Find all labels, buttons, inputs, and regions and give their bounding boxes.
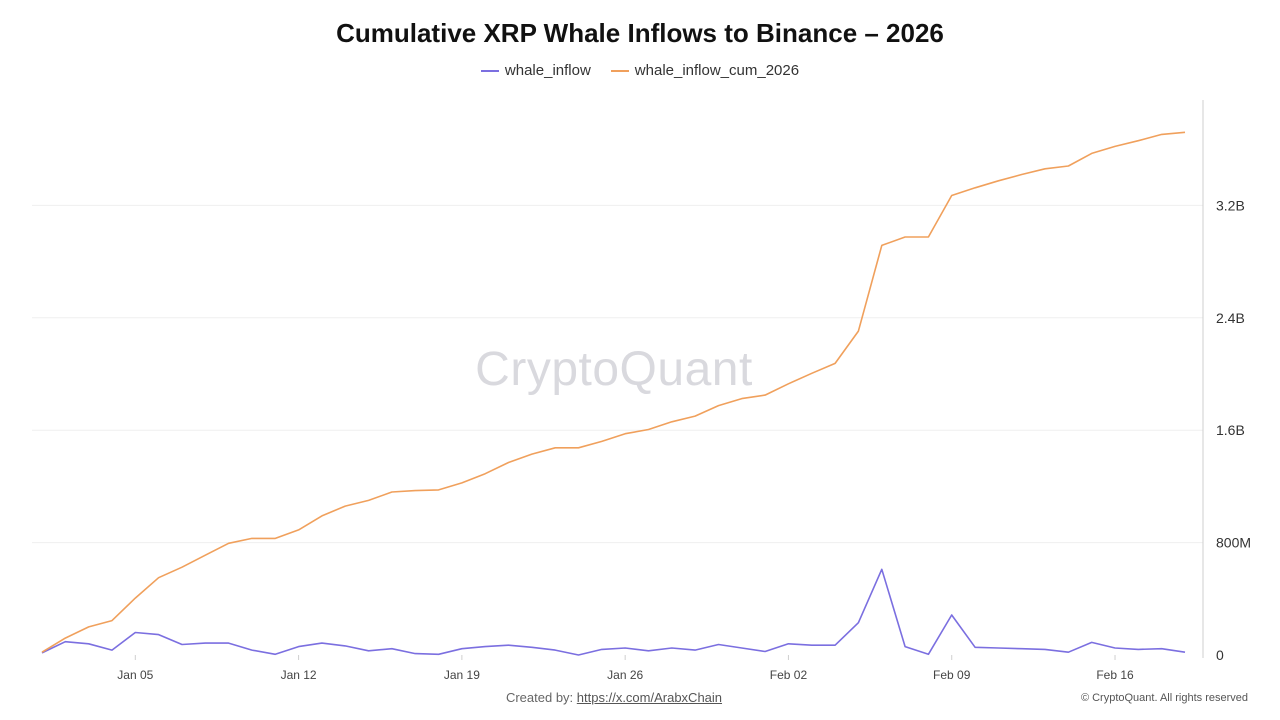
legend-item-whale-inflow-cum[interactable]: whale_inflow_cum_2026	[610, 62, 800, 79]
legend-label-whale-inflow-cum: whale_inflow_cum_2026	[634, 62, 800, 79]
x-tick-label: Feb 16	[1096, 668, 1134, 682]
series-lines	[41, 131, 1186, 656]
series-line-whale-inflow[interactable]	[41, 568, 1186, 656]
x-tick-label: Feb 09	[933, 668, 971, 682]
y-tick-label: 3.2B	[1216, 197, 1245, 213]
created-by-label: Created by:	[505, 690, 574, 705]
legend-swatch-whale-inflow	[480, 69, 499, 72]
chart-title: Cumulative XRP Whale Inflows to Binance …	[336, 18, 944, 48]
y-tick-label: 1.6B	[1216, 422, 1245, 438]
chart-legend: whale_inflow whale_inflow_cum_2026	[0, 62, 1280, 79]
x-axis-ticks: Jan 05 Jan 12 Jan 19 Jan 26 Feb 02 Feb 09 Feb …	[117, 655, 1134, 682]
watermark-logo: CryptoQuant	[475, 343, 753, 396]
x-tick-label: Jan 12	[281, 668, 317, 682]
grid-lines	[32, 204, 1203, 544]
x-tick-label: Feb 02	[770, 668, 808, 682]
created-by-link[interactable]: https://x.com/ArabxChain	[576, 690, 723, 705]
legend-label-whale-inflow: whale_inflow	[504, 62, 591, 79]
copyright-notice: © CryptoQuant. All rights reserved	[1080, 692, 1248, 704]
y-tick-label: 2.4B	[1216, 310, 1245, 326]
x-tick-label: Jan 26	[607, 668, 643, 682]
y-axis-ticks: 0 800M 1.6B 2.4B 3.2B	[1216, 197, 1251, 663]
series-line-whale-inflow-cum-2026[interactable]	[41, 131, 1186, 653]
x-tick-label: Jan 05	[117, 668, 153, 682]
y-tick-label: 800M	[1216, 535, 1251, 551]
y-tick-label: 0	[1216, 647, 1224, 663]
footer-created-by: Created by: https://x.com/ArabxChain	[0, 690, 1228, 705]
x-tick-label: Jan 19	[444, 668, 480, 682]
legend-swatch-whale-inflow-cum	[610, 69, 629, 72]
legend-item-whale-inflow[interactable]: whale_inflow	[480, 62, 591, 79]
